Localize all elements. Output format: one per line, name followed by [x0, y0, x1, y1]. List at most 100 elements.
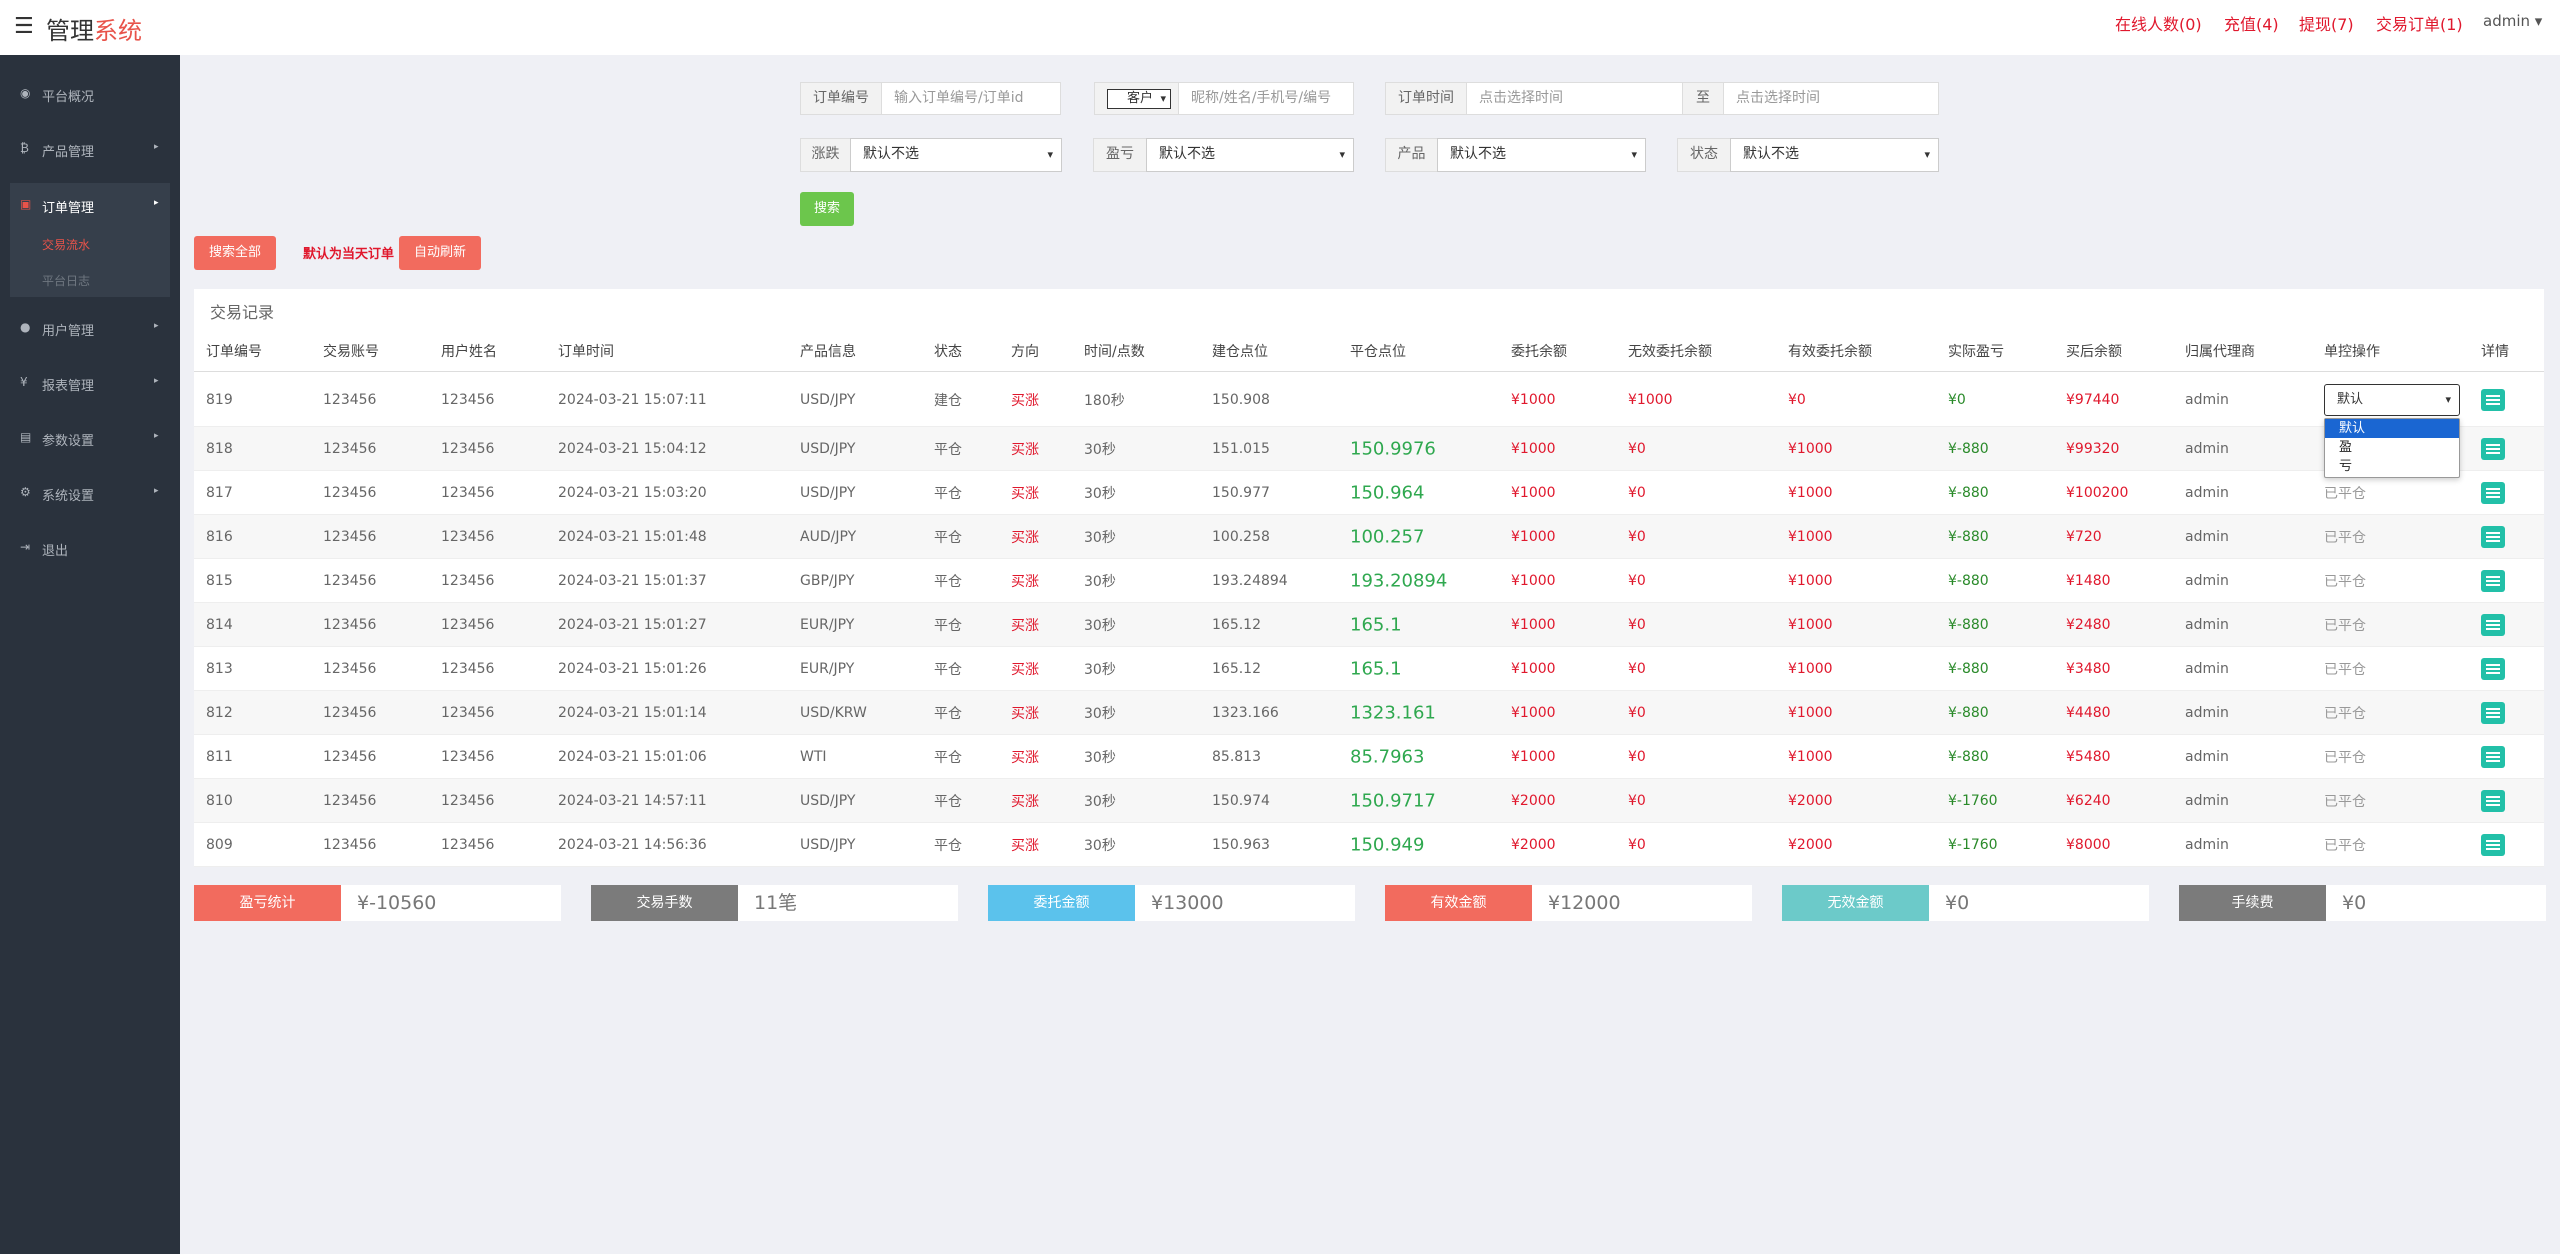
field-label: 订单编号	[800, 82, 882, 115]
sidebar-arrow: ▸	[154, 486, 159, 496]
field-input[interactable]: 输入订单编号/订单id	[881, 82, 1061, 115]
table-cell: 2024-03-21 15:07:11	[558, 391, 707, 408]
table-cell: 100.258	[1212, 529, 1270, 545]
table-cell: 123456	[323, 529, 377, 545]
sidebar-item[interactable]: 报表管理	[42, 379, 95, 394]
detail-icon-line	[2486, 536, 2500, 538]
top-link[interactable]: 充值(4)	[2224, 15, 2279, 34]
summary-value: ¥-10560	[341, 885, 561, 921]
sidebar-item[interactable]: 平台概况	[42, 90, 95, 105]
customer-select[interactable]: 客户 ▾	[1107, 89, 1171, 109]
detail-button[interactable]	[2481, 438, 2505, 460]
filter-select[interactable]: 默认不选 ▾	[1730, 138, 1939, 172]
dropdown-option[interactable]: 亏	[2339, 459, 2353, 474]
table-cell: 123456	[441, 441, 495, 457]
table-cell: 193.24894	[1212, 573, 1288, 589]
detail-button[interactable]	[2481, 834, 2505, 856]
dropdown-option[interactable]: 盈	[2339, 440, 2353, 455]
sidebar-item[interactable]: 订单管理	[42, 201, 95, 216]
table-cell: 已平仓	[2324, 662, 2366, 678]
column-header: 无效委托余额	[1628, 344, 1712, 360]
top-link[interactable]: 提现(7)	[2299, 15, 2354, 34]
select-arrow: ▾	[1924, 148, 1930, 161]
table-cell: 买涨	[1011, 442, 1039, 458]
table-cell: ¥0	[1628, 441, 1646, 457]
select-arrow: ▾	[2445, 392, 2451, 406]
table-cell: 30秒	[1084, 530, 1116, 546]
field-label: 涨跌	[800, 138, 851, 172]
filter-select[interactable]: 默认不选 ▾	[1437, 138, 1646, 172]
detail-button[interactable]	[2481, 388, 2505, 411]
table-cell: ¥1000	[1788, 617, 1833, 633]
detail-icon-line	[2486, 576, 2500, 578]
detail-button[interactable]	[2481, 658, 2505, 680]
field-input[interactable]: 昵称/姓名/手机号/编号	[1178, 82, 1354, 115]
table-cell: ¥0	[1628, 837, 1646, 853]
sidebar-subitem[interactable]: 平台日志	[42, 274, 91, 288]
detail-button[interactable]	[2481, 702, 2505, 724]
table-cell: 已平仓	[2324, 794, 2366, 810]
detail-button[interactable]	[2481, 790, 2505, 812]
sidebar-item[interactable]: 用户管理	[42, 324, 95, 339]
table-cell: ¥1000	[1628, 391, 1673, 408]
filter-select[interactable]: 默认不选 ▾	[850, 138, 1062, 172]
detail-button[interactable]	[2481, 482, 2505, 504]
detail-button[interactable]	[2481, 614, 2505, 636]
table-cell: 已平仓	[2324, 486, 2366, 502]
table-cell: 平仓	[934, 618, 962, 634]
table-cell: ¥0	[1628, 617, 1646, 633]
auto-refresh-button[interactable]: 自动刷新	[399, 236, 481, 270]
top-link[interactable]: 在线人数(0)	[2115, 15, 2202, 34]
detail-button[interactable]	[2481, 570, 2505, 592]
table-cell: ¥1000	[1788, 441, 1833, 457]
table-cell: 150.9717	[1350, 790, 1436, 812]
field-input[interactable]: 点击选择时间	[1466, 82, 1683, 115]
table-cell: 平仓	[934, 662, 962, 678]
detail-icon-line	[2486, 448, 2500, 450]
dropdown-option[interactable]: 默认	[2325, 419, 2459, 438]
detail-icon-line	[2486, 752, 2500, 754]
sidebar-subitem[interactable]: 交易流水	[42, 238, 91, 252]
sidebar-item[interactable]: 退出	[42, 544, 69, 559]
table-cell: ¥0	[1788, 391, 1806, 408]
table-cell: 85.7963	[1350, 746, 1425, 768]
detail-icon-line	[2486, 840, 2500, 842]
sidebar-item[interactable]: 系统设置	[42, 489, 95, 504]
filter-select[interactable]: 默认不选 ▾	[1146, 138, 1354, 172]
table-cell: 123456	[441, 793, 495, 809]
table-cell: admin	[2185, 617, 2229, 633]
sidebar-arrow: ▸	[154, 321, 159, 331]
table-cell: WTI	[800, 749, 827, 765]
table-cell: 813	[206, 661, 233, 677]
summary-label: 有效金额	[1385, 885, 1532, 921]
table-cell: 815	[206, 573, 233, 589]
column-header: 归属代理商	[2185, 344, 2255, 360]
table-cell: 812	[206, 705, 233, 721]
search-all-button[interactable]: 搜索全部	[194, 236, 276, 270]
detail-icon-line	[2486, 584, 2500, 586]
table-cell: admin	[2185, 529, 2229, 545]
sidebar-item[interactable]: 产品管理	[42, 145, 95, 160]
table-row	[194, 779, 2544, 823]
table-cell: 123456	[323, 391, 377, 408]
top-link[interactable]: 交易订单(1)	[2376, 15, 2463, 34]
table-cell: 123456	[441, 529, 495, 545]
table-cell: EUR/JPY	[800, 661, 855, 677]
sidebar-icon: ◉	[20, 86, 31, 100]
detail-icon-line	[2486, 628, 2500, 630]
table-cell: 平仓	[934, 442, 962, 458]
sidebar-item[interactable]: 参数设置	[42, 434, 95, 449]
table-cell: USD/JPY	[800, 793, 856, 809]
sidebar-arrow: ▸	[154, 198, 159, 208]
detail-button[interactable]	[2481, 746, 2505, 768]
field-input[interactable]: 点击选择时间	[1723, 82, 1939, 115]
control-select[interactable]: 默认 ▾	[2324, 383, 2460, 416]
menu-toggle[interactable]: ☰	[14, 14, 34, 39]
table-cell: 123456	[441, 391, 495, 408]
user-menu[interactable]: admin ▾	[2483, 12, 2543, 30]
detail-button[interactable]	[2481, 526, 2505, 548]
table-cell: ¥3480	[2066, 661, 2111, 677]
table-cell: 1323.161	[1350, 702, 1436, 724]
search-button[interactable]: 搜索	[800, 192, 854, 226]
table-cell: ¥1000	[1788, 661, 1833, 677]
